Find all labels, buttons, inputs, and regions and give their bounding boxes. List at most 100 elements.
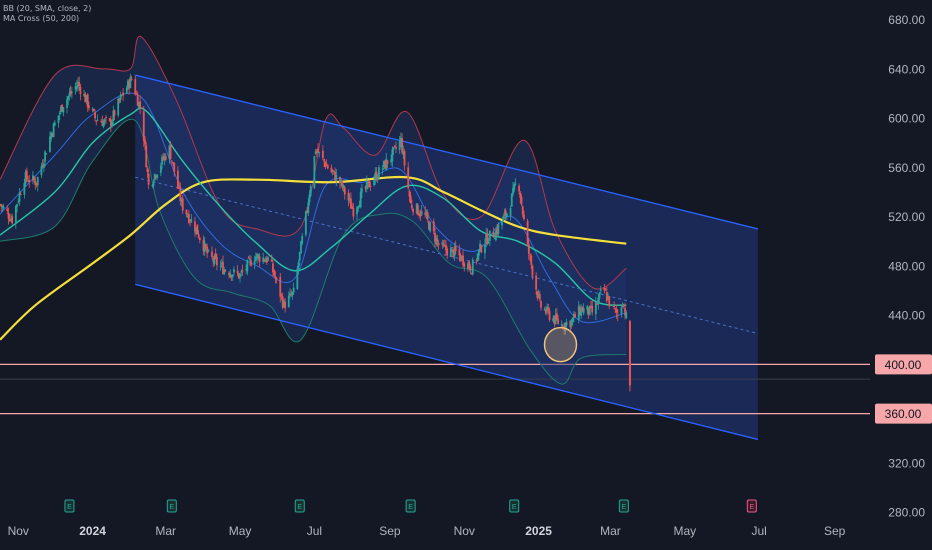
candle-body — [493, 238, 496, 240]
earnings-marker-label: E — [408, 504, 413, 511]
candle-body — [323, 159, 326, 162]
candle-body — [395, 147, 397, 149]
candle-body — [415, 203, 418, 214]
candle-body — [391, 149, 394, 162]
y-tick-label: 560.00 — [888, 161, 925, 175]
candle-body — [518, 185, 520, 192]
candle-body — [163, 155, 166, 160]
candle-body — [57, 115, 60, 123]
candle-body — [613, 305, 616, 308]
x-tick-label: 2025 — [525, 524, 552, 538]
candle-body — [596, 303, 598, 305]
candle-body — [51, 133, 54, 136]
candle-body — [598, 292, 601, 299]
candle-body — [360, 188, 363, 193]
candle-body — [624, 308, 626, 316]
candle-body — [142, 111, 145, 141]
candle-body — [195, 227, 198, 234]
candle-body — [145, 145, 148, 168]
candle-body — [164, 155, 167, 160]
candle-body — [34, 181, 37, 186]
candle-body — [2, 206, 5, 209]
candle-body — [607, 297, 609, 300]
candle-body — [156, 174, 159, 179]
candle-body — [520, 196, 523, 205]
candle-body — [122, 92, 124, 96]
series-line-bb-lower — [0, 118, 627, 385]
candle-body — [573, 313, 575, 318]
candle-body — [95, 120, 98, 122]
candle-body — [537, 294, 540, 298]
candle-body — [66, 99, 68, 108]
candle-body — [590, 305, 592, 307]
candle-body — [189, 220, 191, 222]
candle-body — [254, 256, 257, 261]
candle-body — [179, 188, 182, 202]
candle-body — [233, 268, 235, 273]
candle-body — [41, 164, 44, 167]
candle-body — [368, 180, 371, 188]
candle-body — [347, 192, 350, 201]
candles-group — [0, 73, 631, 392]
candle-body — [308, 194, 311, 203]
candle-body — [60, 106, 62, 113]
candle-body — [129, 77, 132, 89]
candle-body — [398, 140, 401, 150]
candle-body — [565, 322, 568, 326]
candle-body — [228, 272, 230, 276]
ma-cross-legend[interactable]: MA Cross (50, 200) — [3, 14, 80, 23]
candle-body — [213, 255, 216, 264]
earnings-marker-label: E — [67, 504, 72, 511]
candle-body — [267, 257, 269, 261]
candle-body — [503, 212, 506, 216]
candle-body — [357, 206, 360, 209]
candle-body — [144, 139, 146, 145]
candle-body — [6, 208, 9, 212]
candle-body — [214, 253, 217, 259]
candle-body — [178, 187, 181, 189]
y-tick-label: 640.00 — [888, 62, 925, 76]
candle-body — [197, 233, 200, 238]
x-tick-label: Sep — [379, 524, 401, 538]
candle-body — [339, 176, 341, 184]
x-tick-label: Jul — [751, 524, 766, 538]
candle-body — [332, 170, 335, 172]
candle-body — [7, 213, 10, 219]
candle-body — [50, 133, 53, 139]
candle-body — [58, 112, 61, 115]
candle-body — [466, 263, 469, 269]
candle-body — [198, 237, 201, 241]
candle-body — [207, 250, 210, 252]
candle-body — [588, 305, 591, 316]
candle-body — [262, 257, 265, 262]
candle-body — [45, 153, 48, 155]
candle-body — [202, 239, 205, 251]
candle-body — [279, 276, 282, 297]
candle-body — [318, 151, 321, 153]
candle-body — [100, 121, 103, 123]
candle-body — [424, 212, 427, 215]
candle-body — [257, 254, 260, 257]
channel-mid-line — [135, 176, 759, 335]
candle-body — [540, 301, 542, 308]
candle-body — [390, 159, 393, 163]
candle-body — [130, 78, 133, 80]
candle-body — [301, 235, 304, 244]
candle-body — [417, 205, 419, 216]
candle-body — [263, 259, 266, 262]
candle-body — [139, 101, 142, 109]
candle-body — [256, 253, 259, 259]
candle-body — [487, 242, 490, 244]
candle-body — [460, 256, 463, 260]
candle-body — [229, 273, 232, 278]
candle-body — [83, 94, 85, 96]
candle-body — [410, 204, 413, 209]
earnings-marker-label: E — [297, 504, 302, 511]
candle-body — [173, 162, 176, 172]
candle-body — [480, 245, 483, 253]
candle-body — [564, 323, 567, 332]
bollinger-bands-legend[interactable]: BB (20, SMA, close, 2) — [3, 4, 92, 13]
candle-body — [492, 232, 495, 238]
candle-body — [19, 194, 22, 196]
